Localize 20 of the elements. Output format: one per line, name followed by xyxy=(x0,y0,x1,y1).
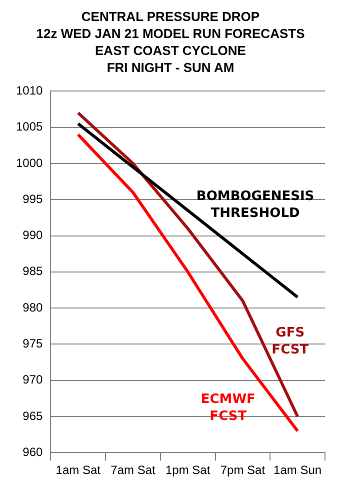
x-tick-label: 7am Sat xyxy=(110,463,156,478)
y-tick-label: 995 xyxy=(22,192,44,206)
x-tick-label: 7pm Sat xyxy=(220,463,266,478)
x-tick-label: 1am Sat xyxy=(56,463,102,478)
y-tick-label: 1005 xyxy=(16,120,44,134)
y-tick-label: 985 xyxy=(22,264,44,278)
y-tick-label: 975 xyxy=(22,336,44,350)
y-tick-label: 980 xyxy=(22,300,44,314)
y-tick-label: 960 xyxy=(22,444,44,459)
x-tick-label: 1am Sun xyxy=(274,463,322,478)
chart-title: CENTRAL PRESSURE DROP 12z WED JAN 21 MODEL RUN FORECASTS EAST COAST CYCLONE FRI NIGHT - SUN AM xyxy=(35,8,306,76)
y-tick-label: 990 xyxy=(22,228,44,242)
series-label: GFS FCST xyxy=(272,326,309,358)
y-tick-label: 965 xyxy=(22,408,44,423)
y-tick-label: 1000 xyxy=(16,156,44,170)
series-label: ECMWF FCST xyxy=(200,392,256,424)
x-tick-label: 1pm Sat xyxy=(165,463,211,478)
y-tick-label: 970 xyxy=(22,372,44,387)
series-label: BOMBOGENESIS THRESHOLD xyxy=(196,189,314,222)
y-tick-label: 1010 xyxy=(16,84,44,98)
